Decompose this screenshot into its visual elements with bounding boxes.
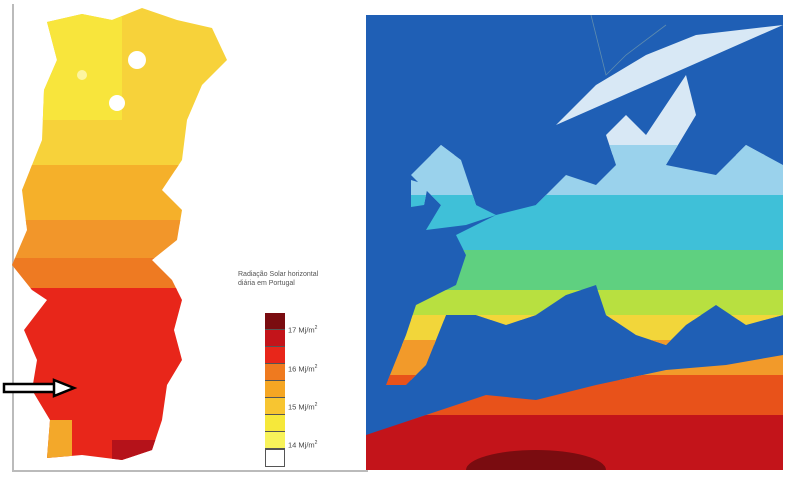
arrow-right-icon <box>2 378 78 398</box>
legend-swatch <box>265 398 285 415</box>
legend-swatch <box>265 313 285 330</box>
legend-swatch <box>265 415 285 432</box>
legend-swatch <box>265 330 285 347</box>
legend-title: Radiação Solar horizontal diária em Port… <box>238 270 368 288</box>
legend-color-scale <box>265 313 285 467</box>
europe-solar-map <box>366 14 783 470</box>
zone-15 <box>12 165 227 225</box>
portugal-map <box>2 8 227 460</box>
legend-label-14: 14 Mj/m2 <box>288 440 318 450</box>
legend-swatch <box>265 347 285 364</box>
legend-swatch <box>265 449 285 467</box>
zone-16 <box>12 258 227 290</box>
portugal-map-panel <box>2 4 368 472</box>
zone-14 <box>12 8 227 170</box>
legend-title-line1: Radiação Solar horizontal <box>238 271 319 278</box>
europe-map-panel <box>366 14 783 470</box>
legend-swatch <box>265 381 285 398</box>
legend-label-16: 16 Mj/m2 <box>288 364 318 374</box>
legend-swatch <box>265 364 285 381</box>
legend-swatch <box>265 432 285 449</box>
legend-title-line2: diária em Portugal <box>238 280 295 287</box>
legend-label-17: 17 Mj/m2 <box>288 325 318 335</box>
legend-label-15: 15 Mj/m2 <box>288 402 318 412</box>
